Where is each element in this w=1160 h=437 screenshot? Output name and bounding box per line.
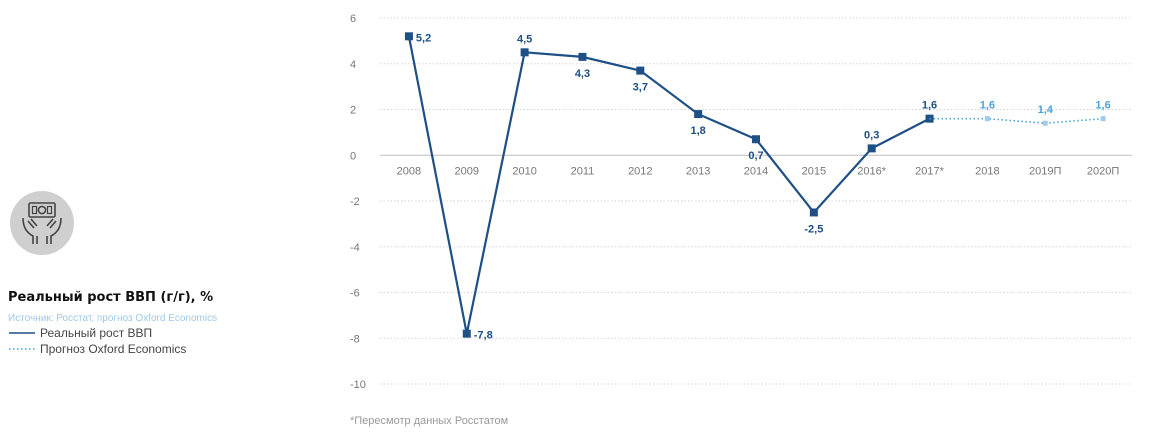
y-tick-label: 6 bbox=[350, 13, 356, 25]
data-label: 1,6 bbox=[1095, 100, 1110, 112]
data-point bbox=[1042, 120, 1048, 126]
y-tick-label: -8 bbox=[350, 333, 360, 345]
data-point bbox=[636, 66, 645, 75]
solid-line-swatch bbox=[9, 332, 35, 334]
chart-info-panel: Реальный рост ВВП (г/г), % Источник: Рос… bbox=[8, 290, 328, 356]
chart-source: Источник: Росстат, прогноз Oxford Econom… bbox=[8, 313, 218, 324]
x-tick-label: 2008 bbox=[397, 165, 421, 177]
y-tick-label: -4 bbox=[350, 242, 360, 254]
data-label: 1,4 bbox=[1038, 104, 1054, 116]
dotted-line-swatch bbox=[9, 348, 35, 350]
y-tick-label: 2 bbox=[350, 105, 356, 117]
data-point bbox=[520, 48, 529, 57]
legend-item-forecast: Прогноз Oxford Economics bbox=[8, 342, 328, 356]
data-label: 4,3 bbox=[575, 68, 590, 80]
data-label: 1,8 bbox=[691, 125, 706, 137]
y-tick-label: 4 bbox=[350, 59, 356, 71]
data-point bbox=[867, 144, 876, 153]
x-tick-label: 2012 bbox=[628, 165, 652, 177]
legend-label-actual: Реальный рост ВВП bbox=[40, 326, 153, 340]
y-tick-label: -6 bbox=[350, 288, 360, 300]
x-tick-label: 2015 bbox=[802, 165, 826, 177]
x-tick-label: 2018 bbox=[975, 165, 999, 177]
data-label: 1,6 bbox=[980, 100, 995, 112]
y-tick-label: -10 bbox=[350, 379, 366, 391]
y-tick-label: 0 bbox=[350, 150, 356, 162]
data-point bbox=[752, 135, 760, 144]
x-tick-label: 2019П bbox=[1029, 165, 1061, 177]
data-label: -2,5 bbox=[804, 223, 823, 235]
data-point bbox=[462, 329, 471, 338]
series-line-actual bbox=[407, 36, 931, 334]
legend-label-forecast: Прогноз Oxford Economics bbox=[40, 342, 187, 356]
data-label: 0,7 bbox=[748, 150, 763, 162]
x-tick-label: 2014 bbox=[744, 165, 768, 177]
money-in-hands-icon bbox=[9, 190, 75, 256]
chart-title: Реальный рост ВВП (г/г), % bbox=[8, 290, 214, 305]
data-label: -7,8 bbox=[474, 330, 493, 342]
data-label: 3,7 bbox=[633, 82, 648, 94]
footnote: *Пересмотр данных Росстатом bbox=[350, 415, 509, 427]
data-point bbox=[578, 52, 587, 61]
data-label: 5,2 bbox=[416, 32, 431, 44]
data-point bbox=[984, 116, 990, 122]
data-point bbox=[694, 110, 703, 119]
data-label: 0,3 bbox=[864, 129, 879, 141]
data-point bbox=[404, 32, 413, 41]
data-label: 1,6 bbox=[922, 100, 937, 112]
x-tick-label: 2010 bbox=[512, 165, 536, 177]
x-tick-label: 2009 bbox=[455, 165, 479, 177]
x-tick-label: 2017* bbox=[915, 165, 944, 177]
data-point bbox=[809, 208, 818, 217]
y-tick-label: -2 bbox=[350, 196, 360, 208]
data-label: 4,5 bbox=[517, 33, 532, 45]
series-line-forecast bbox=[929, 117, 1104, 125]
x-tick-label: 2016* bbox=[857, 165, 886, 177]
legend-item-actual: Реальный рост ВВП bbox=[8, 326, 328, 340]
x-tick-label: 2011 bbox=[571, 165, 595, 177]
x-tick-label: 2020П bbox=[1087, 165, 1119, 177]
x-tick-label: 2013 bbox=[686, 165, 710, 177]
data-point bbox=[1100, 116, 1106, 122]
